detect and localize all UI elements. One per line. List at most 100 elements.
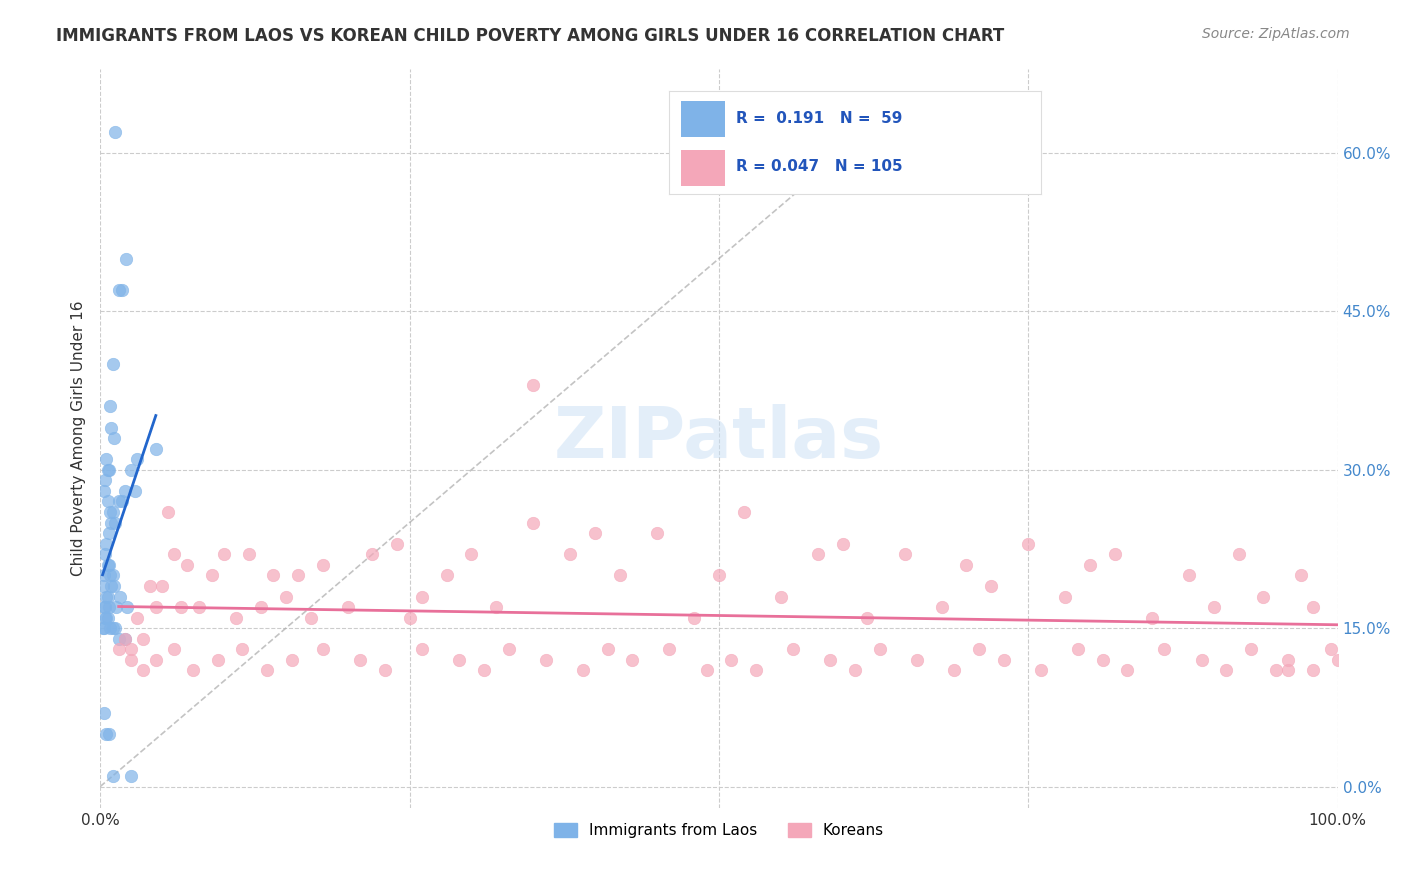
Text: Source: ZipAtlas.com: Source: ZipAtlas.com [1202, 27, 1350, 41]
Point [336, 600, 359, 615]
Point [101, 357, 124, 371]
Point [287, 568, 309, 582]
Point [583, 526, 606, 541]
Point [485, 600, 508, 615]
Point [124, 483, 146, 498]
Point [96, 610, 118, 624]
Point [200, 568, 222, 582]
Point [695, 664, 717, 678]
Point [1215, 664, 1237, 678]
Point [645, 526, 668, 541]
Point [1253, 590, 1275, 604]
Point [104, 621, 127, 635]
Point [96, 610, 118, 624]
Point [104, 125, 127, 139]
Point [1320, 642, 1343, 657]
Point [127, 610, 149, 624]
Point [262, 568, 284, 582]
Point [361, 547, 384, 561]
Point [98, 568, 121, 582]
Point [1140, 610, 1163, 624]
Point [1078, 558, 1101, 572]
Point [733, 505, 755, 519]
Point [1067, 642, 1090, 657]
Point [115, 252, 138, 266]
Legend: Immigrants from Laos, Koreans: Immigrants from Laos, Koreans [548, 817, 890, 845]
Point [97, 558, 120, 572]
Point [225, 610, 247, 624]
Point [844, 664, 866, 678]
Point [1017, 537, 1039, 551]
Point [120, 463, 142, 477]
Point [107, 632, 129, 646]
Point [385, 537, 408, 551]
Point [132, 664, 155, 678]
Point [571, 664, 593, 678]
Point [522, 516, 544, 530]
Point [349, 653, 371, 667]
Point [150, 579, 173, 593]
Point [447, 653, 470, 667]
Point [108, 590, 131, 604]
Point [856, 610, 879, 624]
Point [111, 283, 134, 297]
Point [820, 653, 842, 667]
Point [97, 727, 120, 741]
Point [374, 664, 396, 678]
Point [96, 727, 118, 741]
Text: ZIPatlas: ZIPatlas [554, 404, 884, 473]
Point [596, 642, 619, 657]
Point [91, 621, 114, 635]
Point [93, 621, 115, 635]
Point [498, 642, 520, 657]
Point [769, 590, 792, 604]
Point [621, 653, 644, 667]
Point [176, 558, 198, 572]
Point [658, 642, 681, 657]
Point [782, 642, 804, 657]
Point [1277, 664, 1299, 678]
Point [411, 642, 433, 657]
Point [94, 547, 117, 561]
Point [117, 600, 139, 615]
Point [1277, 653, 1299, 667]
Point [93, 600, 115, 615]
Point [114, 632, 136, 646]
Point [107, 283, 129, 297]
Point [207, 653, 229, 667]
Point [560, 547, 582, 561]
Point [96, 494, 118, 508]
Point [943, 664, 966, 678]
Point [103, 579, 125, 593]
Point [745, 664, 768, 678]
Point [96, 463, 118, 477]
Point [1191, 653, 1213, 667]
Point [120, 653, 142, 667]
Point [104, 516, 127, 530]
Point [1227, 547, 1250, 561]
Point [127, 452, 149, 467]
Point [1264, 664, 1286, 678]
Point [831, 537, 853, 551]
Point [967, 642, 990, 657]
Point [96, 590, 118, 604]
Point [100, 420, 122, 434]
Point [1116, 664, 1139, 678]
Point [274, 590, 297, 604]
Point [1178, 568, 1201, 582]
Point [145, 653, 167, 667]
Text: IMMIGRANTS FROM LAOS VS KOREAN CHILD POVERTY AMONG GIRLS UNDER 16 CORRELATION CH: IMMIGRANTS FROM LAOS VS KOREAN CHILD POV… [56, 27, 1004, 45]
Point [212, 547, 235, 561]
Point [472, 664, 495, 678]
Point [436, 568, 458, 582]
Point [97, 463, 120, 477]
Point [145, 442, 167, 456]
Point [94, 474, 117, 488]
Point [411, 590, 433, 604]
Point [188, 600, 211, 615]
Point [101, 769, 124, 783]
Point [905, 653, 928, 667]
Point [101, 505, 124, 519]
Point [299, 610, 322, 624]
Point [1302, 664, 1324, 678]
